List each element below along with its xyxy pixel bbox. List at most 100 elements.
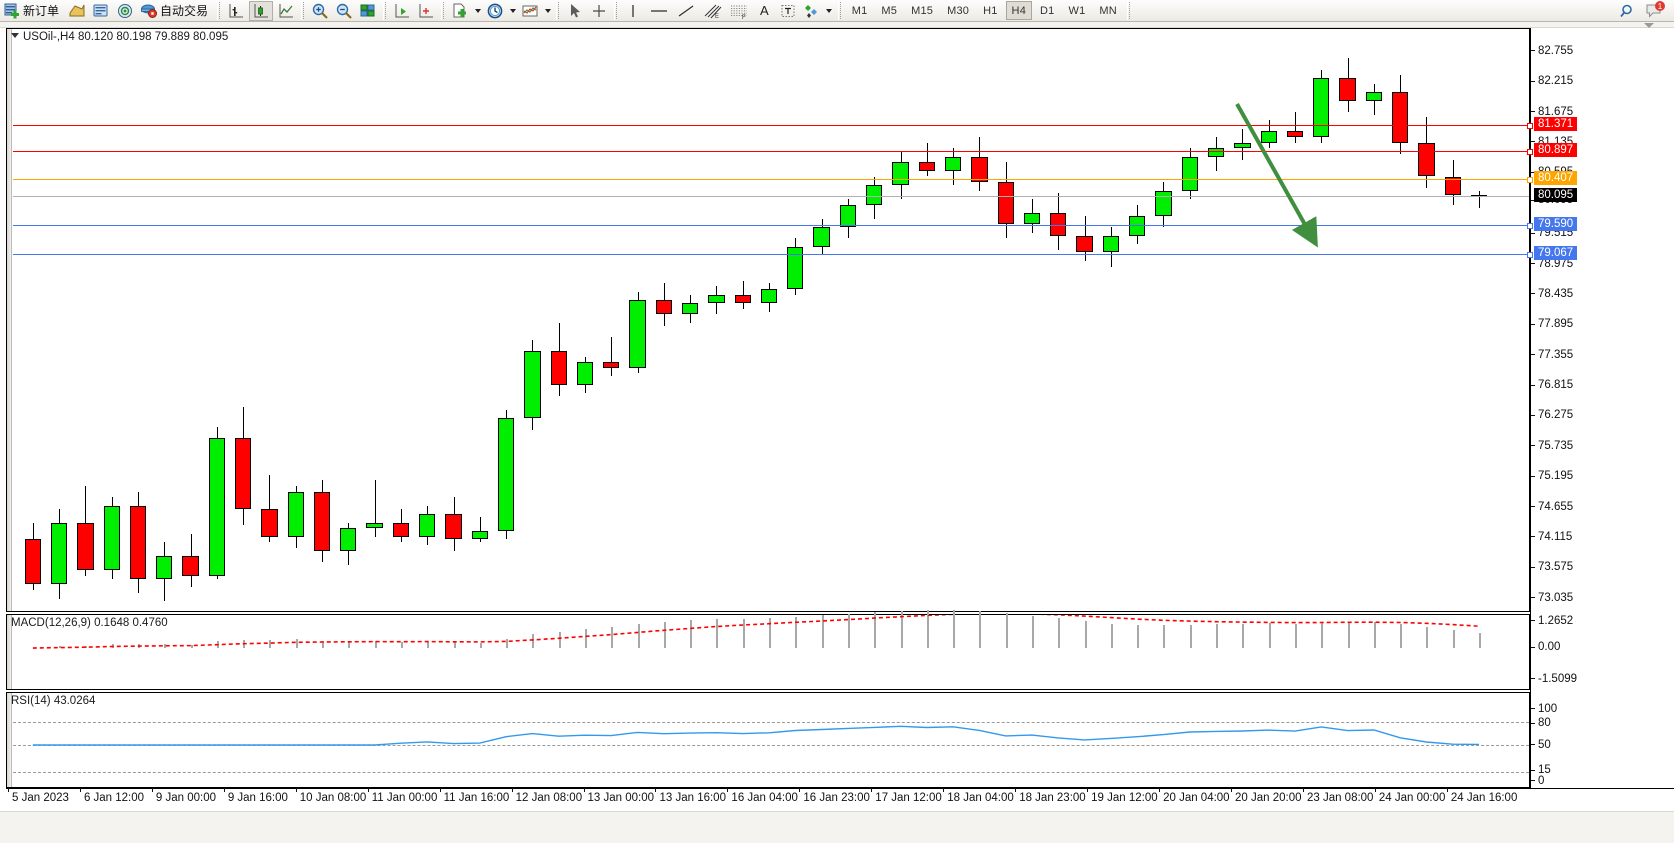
trendline-button[interactable]	[674, 1, 698, 21]
candle-bullish	[340, 528, 357, 551]
level-line-current[interactable]	[13, 196, 1529, 198]
rsi-pane[interactable]: RSI(14) 43.0264	[6, 692, 1530, 788]
new-order-button[interactable]: 新订单	[1, 1, 64, 21]
objects-dropdown[interactable]	[824, 1, 835, 21]
vertical-line-button[interactable]	[622, 1, 644, 21]
macd-signal-line	[32, 615, 1480, 649]
timeframe-w1[interactable]: W1	[1068, 4, 1086, 17]
candle-wick	[611, 336, 612, 377]
new-template-dropdown[interactable]	[472, 1, 483, 21]
level-line-support-1[interactable]	[13, 222, 1533, 229]
level-handle[interactable]	[1527, 222, 1533, 229]
timeframe-m30[interactable]: M30	[947, 4, 970, 17]
macd-histogram-bar	[822, 615, 824, 648]
svg-text:E: E	[715, 14, 719, 20]
candle-wick	[1479, 190, 1480, 208]
level-handle[interactable]	[1527, 149, 1533, 156]
bar-chart-button[interactable]	[225, 1, 247, 21]
auto-scroll-button[interactable]	[415, 1, 437, 21]
level-line-resistance-1[interactable]	[13, 149, 1533, 156]
level-handle[interactable]	[1527, 176, 1533, 183]
price-plot-area[interactable]	[13, 29, 1533, 611]
timeframe-d1[interactable]: D1	[1040, 4, 1055, 17]
collapse-triangle-icon[interactable]	[11, 33, 19, 38]
cursor-button[interactable]	[564, 1, 586, 21]
auto-scroll-icon	[419, 3, 434, 17]
text-label-button[interactable]	[777, 1, 799, 21]
macd-pane[interactable]: MACD(12,26,9) 0.1648 0.4760	[6, 609, 1530, 690]
objects-button[interactable]	[801, 1, 823, 21]
price-axis-tick: 77.355	[1531, 349, 1573, 361]
level-line-support-2[interactable]	[13, 252, 1533, 259]
resistance-1-badge[interactable]: 80.897	[1534, 143, 1578, 158]
candle-wick	[480, 516, 481, 543]
price-axis[interactable]: 82.75582.21581.67581.13580.59580.09579.5…	[1530, 28, 1674, 788]
timeframe-m15[interactable]: M15	[911, 4, 934, 17]
time-axis-tick: 20 Jan 20:00	[1231, 788, 1302, 804]
zoom-out-button[interactable]	[333, 1, 355, 21]
macd-histogram-bar	[1400, 623, 1402, 648]
rsi-plot-area[interactable]	[13, 693, 1529, 787]
candle-bearish	[1339, 78, 1356, 101]
indicators-button[interactable]	[519, 1, 541, 21]
timeframe-mn[interactable]: MN	[1099, 4, 1117, 17]
text-button[interactable]: A	[754, 1, 775, 21]
toolbar-separator	[1126, 1, 1131, 20]
equidistant-channel-icon: E	[704, 4, 722, 20]
candle-bearish	[734, 294, 751, 304]
tile-windows-button[interactable]	[357, 1, 379, 21]
horizontal-line-button[interactable]	[646, 1, 672, 21]
macd-histogram-bar	[1163, 625, 1165, 648]
candle-bullish	[419, 514, 436, 537]
chevron-down-icon[interactable]	[1644, 23, 1654, 28]
line-chart-button[interactable]	[275, 1, 297, 21]
notification-button[interactable]: 1	[1642, 0, 1668, 21]
macd-plot-area[interactable]	[13, 609, 1529, 689]
search-button[interactable]	[1616, 1, 1640, 21]
resistance-2-badge[interactable]: 81.371	[1534, 116, 1578, 131]
chart-scroll-strip[interactable]	[0, 22, 1674, 28]
rsi-pane-gutter[interactable]	[7, 693, 12, 787]
level-line-resistance-2[interactable]	[13, 122, 1533, 129]
notification-icon: 1	[1646, 0, 1665, 18]
equidistant-channel-button[interactable]: E	[700, 1, 724, 21]
time-axis-tick: 13 Jan 00:00	[583, 788, 655, 804]
period-dropdown[interactable]	[507, 1, 518, 21]
timeframe-m5[interactable]: M5	[881, 4, 898, 17]
support-1-badge[interactable]: 79.590	[1534, 216, 1578, 231]
symbol-ohlc-text: USOil-,H4 80.120 80.198 79.889 80.095	[23, 31, 229, 43]
candle-wick	[743, 280, 744, 309]
navigator-button[interactable]	[114, 1, 136, 21]
period-icon	[487, 3, 503, 18]
candle-bearish	[918, 162, 935, 171]
support-2-badge[interactable]: 79.067	[1534, 246, 1578, 261]
candlestick-chart-button[interactable]	[249, 0, 274, 21]
candle-bullish	[1207, 148, 1225, 157]
market-watch-button[interactable]	[90, 1, 112, 21]
level-handle[interactable]	[1527, 252, 1533, 259]
price-pane[interactable]: USOil-,H4 80.120 80.198 79.889 80.095	[6, 28, 1533, 612]
level-handle[interactable]	[1527, 122, 1533, 129]
crosshair-button[interactable]	[588, 1, 610, 21]
timeframe-h1[interactable]: H1	[983, 4, 998, 17]
period-button[interactable]	[484, 1, 506, 21]
charts-button[interactable]	[66, 1, 88, 21]
candle-bullish	[682, 303, 699, 315]
price-pane-gutter[interactable]	[7, 29, 12, 611]
macd-pane-gutter[interactable]	[7, 615, 12, 689]
timeframe-h4[interactable]: H4	[1005, 1, 1033, 20]
indicators-dropdown[interactable]	[542, 1, 553, 21]
sub-axis-tick: 15	[1531, 764, 1551, 776]
autotrading-button[interactable]: 自动交易	[138, 1, 213, 21]
current-price-badge[interactable]: 80.095	[1534, 188, 1578, 203]
timeframe-m1[interactable]: M1	[851, 4, 868, 17]
new-template-button[interactable]	[449, 1, 471, 21]
time-axis-tick: 9 Jan 00:00	[151, 788, 216, 804]
level-line-pivot[interactable]	[13, 176, 1533, 183]
zoom-in-button[interactable]	[309, 1, 331, 21]
time-axis-tick: 17 Jan 12:00	[871, 788, 942, 804]
time-axis[interactable]: 5 Jan 2023 6 Jan 12:00 9 Jan 00:00 9 Jan 16…	[6, 788, 1674, 810]
chart-shift-button[interactable]	[391, 1, 413, 21]
pivot-badge[interactable]: 80.407	[1534, 170, 1578, 185]
fibonacci-button[interactable]: F	[726, 1, 752, 21]
